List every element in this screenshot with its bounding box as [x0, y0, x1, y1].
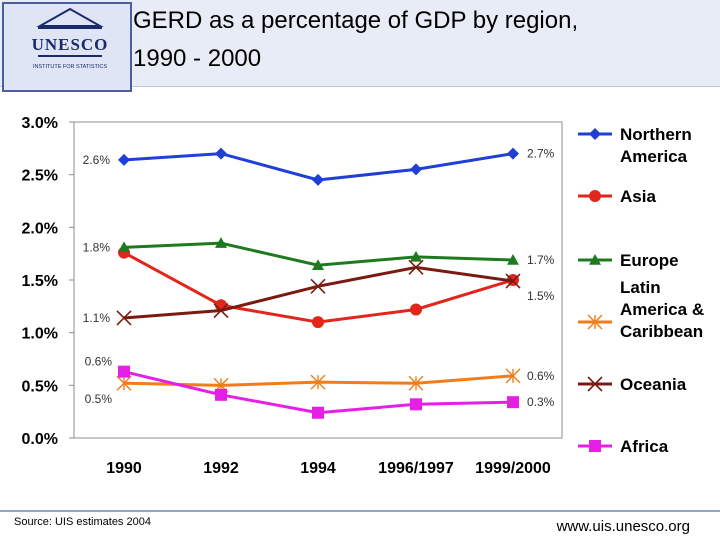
- data-label: 0.6%: [527, 369, 555, 383]
- slide-title: GERD as a percentage of GDP by region, 1…: [133, 2, 713, 78]
- unesco-logo: UNESCO INSTITUTE FOR STATISTICS: [2, 2, 132, 92]
- source-note: Source: UIS estimates 2004: [14, 516, 151, 528]
- y-tick-label: 2.5%: [22, 168, 58, 185]
- data-point-oceania: [116, 310, 132, 326]
- y-tick-label: 0.0%: [22, 431, 58, 448]
- legend-marker-northern-america: [589, 128, 601, 140]
- data-point-oceania: [408, 259, 424, 275]
- data-label: 1.7%: [527, 253, 555, 267]
- legend-marker-latin-america-caribbean: [587, 314, 603, 330]
- x-tick-label: 1990: [106, 460, 142, 477]
- data-label: 1.1%: [83, 311, 111, 325]
- data-point-oceania: [505, 273, 521, 289]
- data-label: 0.3%: [527, 395, 555, 409]
- data-point-latin-america-caribbean: [408, 375, 424, 391]
- data-label: 1.5%: [527, 289, 555, 303]
- y-tick-label: 0.5%: [22, 378, 58, 395]
- data-label: 0.6%: [85, 355, 113, 369]
- legend-marker-europe: [589, 254, 601, 265]
- legend-label-asia: Asia: [620, 187, 656, 206]
- title-line-1: GERD as a percentage of GDP by region,: [133, 7, 579, 34]
- legend-marker-oceania: [587, 376, 603, 392]
- y-tick-label: 1.5%: [22, 273, 58, 290]
- data-point-northern-america: [507, 147, 519, 160]
- legend: Northern America Asia Europe Latin America & C…: [578, 125, 704, 456]
- line-chart: 0.0% 0.5% 1.0% 1.5% 2.0% 2.5% 3.0% 1990 1992 1994…: [22, 115, 705, 477]
- y-tick-label: 3.0%: [22, 115, 58, 132]
- legend-label-northern-america: Northern America: [620, 125, 692, 166]
- x-tick-label: 1992: [203, 460, 239, 477]
- y-tick-label: 1.0%: [22, 326, 58, 343]
- data-point-africa: [507, 396, 519, 409]
- logo-text: UNESCO: [32, 35, 109, 54]
- data-point-europe: [507, 253, 519, 265]
- legend-label-latin-america-caribbean: Latin America & Caribbean: [620, 278, 704, 341]
- slide-header: UNESCO INSTITUTE FOR STATISTICS GERD as …: [0, 0, 720, 92]
- data-point-africa: [118, 365, 130, 378]
- legend-label-europe: Europe: [620, 251, 679, 270]
- data-point-africa: [410, 398, 422, 411]
- footer-divider: [0, 510, 720, 512]
- plot-area: [73, 121, 563, 439]
- data-point-latin-america-caribbean: [116, 375, 132, 391]
- logo-subtext: INSTITUTE FOR STATISTICS: [33, 64, 107, 70]
- legend-label-africa: Africa: [620, 437, 669, 456]
- data-point-northern-america: [312, 173, 324, 186]
- data-label: 1.8%: [83, 240, 111, 254]
- data-point-oceania: [213, 302, 229, 319]
- data-point-europe: [118, 241, 130, 253]
- data-point-latin-america-caribbean: [310, 374, 326, 390]
- data-label: 2.7%: [527, 147, 555, 161]
- data-point-europe: [312, 259, 324, 271]
- legend-label-oceania: Oceania: [620, 375, 687, 394]
- data-point-africa: [312, 406, 324, 419]
- data-point-europe: [215, 237, 227, 248]
- data-point-europe: [410, 250, 422, 262]
- x-tick-label: 1999/2000: [475, 460, 551, 477]
- x-tick-label: 1994: [300, 460, 336, 477]
- data-point-northern-america: [118, 153, 130, 166]
- data-point-asia: [410, 303, 422, 316]
- website-url[interactable]: www.uis.unesco.org: [556, 518, 690, 535]
- data-label: 0.5%: [85, 392, 113, 406]
- data-point-africa: [215, 388, 227, 401]
- legend-marker-africa: [589, 440, 601, 452]
- legend-marker-asia: [589, 190, 601, 202]
- title-line-2: 1990 - 2000: [133, 45, 262, 72]
- data-point-northern-america: [215, 147, 227, 160]
- unesco-temple-icon: UNESCO INSTITUTE FOR STATISTICS: [32, 7, 109, 70]
- x-tick-label: 1996/1997: [378, 460, 454, 477]
- data-point-oceania: [310, 278, 326, 294]
- data-label: 2.6%: [83, 153, 111, 167]
- y-tick-label: 2.0%: [22, 220, 58, 237]
- data-point-northern-america: [410, 163, 422, 176]
- data-point-asia: [312, 316, 324, 329]
- data-point-latin-america-caribbean: [505, 368, 521, 384]
